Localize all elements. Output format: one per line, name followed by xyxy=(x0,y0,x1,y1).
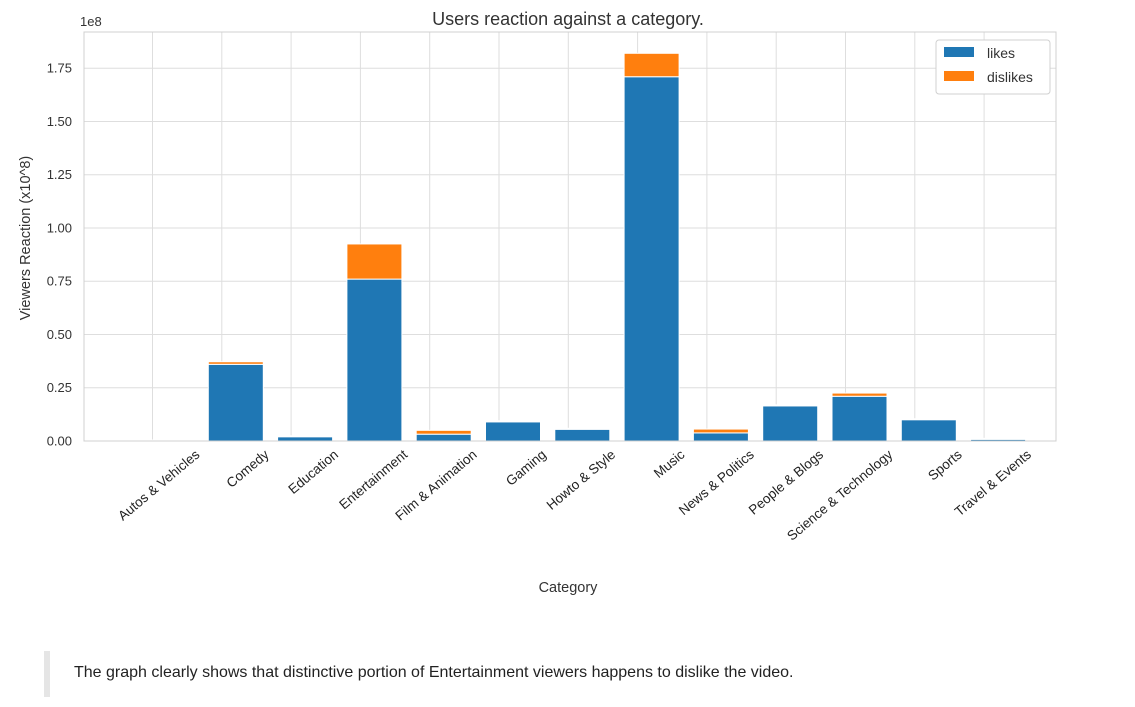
legend: likes dislikes xyxy=(935,39,1051,95)
bar-likes xyxy=(207,363,264,442)
bar-likes xyxy=(415,433,472,442)
y-tick-label: 0.75 xyxy=(47,274,72,289)
bar-dislikes xyxy=(831,392,888,397)
bar-dislikes xyxy=(485,420,541,423)
bar-dislikes xyxy=(623,52,680,78)
y-tick-label: 1.75 xyxy=(47,61,72,76)
y-tick-label: 0.50 xyxy=(47,327,72,342)
x-tick-label: Education xyxy=(285,447,341,497)
bar-likes xyxy=(831,395,888,442)
bar-likes xyxy=(692,432,749,442)
bar-likes xyxy=(485,421,541,442)
bars xyxy=(138,52,1027,442)
bar-dislikes xyxy=(554,427,611,430)
grid xyxy=(84,32,1056,442)
y-tick-label: 1.25 xyxy=(47,167,72,182)
x-tick-label: Entertainment xyxy=(336,447,410,513)
x-tick-label: Gaming xyxy=(503,447,549,489)
bar-dislikes xyxy=(900,418,957,421)
x-tick-label: News & Politics xyxy=(676,447,757,518)
x-tick-label: Comedy xyxy=(224,447,272,491)
legend-swatch-dislikes xyxy=(944,71,974,81)
offset-text: 1e8 xyxy=(80,14,102,29)
legend-label-dislikes: dislikes xyxy=(987,69,1033,85)
bar-likes xyxy=(762,405,819,442)
x-axis-label: Category xyxy=(539,580,599,596)
legend-swatch-likes xyxy=(944,47,974,57)
stacked-bar-chart: 0.00 0.25 0.50 0.75 1.00 1.25 1.50 1.75 Autos &… xyxy=(18,9,1057,596)
bar-dislikes xyxy=(415,429,472,435)
x-tick-label: Howto & Style xyxy=(544,447,619,513)
x-tick-label: Autos & Vehicles xyxy=(115,447,202,524)
x-tick-label: Sports xyxy=(925,447,965,484)
bar-likes xyxy=(623,76,680,442)
chart-title: Users reaction against a category. xyxy=(432,9,704,29)
note-text: The graph clearly shows that distinctive… xyxy=(74,664,794,681)
bar-likes xyxy=(900,419,957,442)
bar-dislikes xyxy=(970,437,1027,440)
bar-dislikes xyxy=(692,428,749,434)
y-tick-label: 0.25 xyxy=(47,380,72,395)
x-tick-labels: Autos & Vehicles Comedy EducationEntertain… xyxy=(115,447,1034,544)
bar-dislikes xyxy=(762,404,819,407)
bar-likes xyxy=(554,428,611,442)
y-tick-label: 1.50 xyxy=(47,114,72,129)
bar-likes xyxy=(277,436,334,442)
bar-dislikes xyxy=(207,361,264,365)
y-axis-label: Viewers Reaction (x10^8) xyxy=(18,156,34,321)
bar-dislikes xyxy=(277,435,334,438)
x-tick-label: Music xyxy=(651,447,688,481)
y-tick-label: 1.00 xyxy=(47,220,72,235)
y-tick-label: 0.00 xyxy=(47,434,72,449)
x-tick-label: Travel & Events xyxy=(952,447,1034,520)
bar-likes xyxy=(346,278,403,442)
legend-label-likes: likes xyxy=(987,45,1015,61)
bar-dislikes xyxy=(346,243,403,280)
y-tick-labels: 0.00 0.25 0.50 0.75 1.00 1.25 1.50 1.75 xyxy=(47,61,72,449)
blockquote-note: The graph clearly shows that distinctive… xyxy=(44,651,1104,697)
plot-frame xyxy=(83,31,1057,442)
